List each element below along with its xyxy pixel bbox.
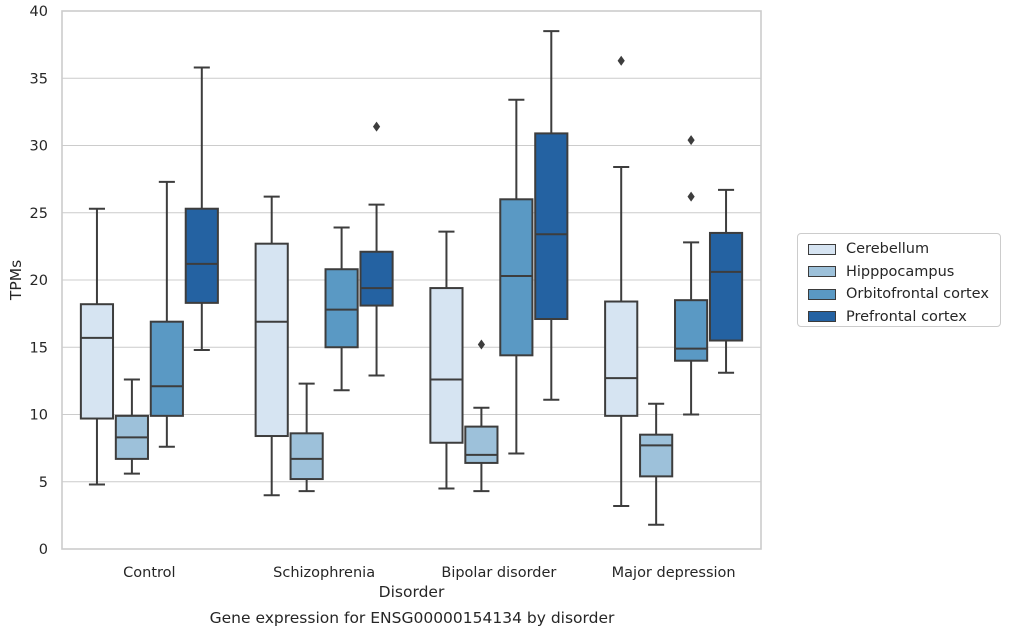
x-tick-label-control: Control — [123, 565, 175, 581]
legend-swatch-orbitofrontal-cortex — [808, 288, 836, 300]
y-tick-label-0: 0 — [39, 542, 48, 558]
legend-label-orbitofrontal-cortex: Orbitofrontal cortex — [846, 286, 989, 303]
box-cerebellum-major-depression-outlier-0 — [617, 55, 625, 66]
box-orbitofrontal-cortex-major-depression-outlier-0 — [687, 191, 695, 202]
box-prefrontal-cortex-schizophrenia-iqr-box — [359, 250, 394, 307]
y-tick-label-40: 40 — [30, 4, 48, 20]
box-hipppocampus-schizophrenia-iqr-box — [289, 432, 324, 481]
y-tick-label-20: 20 — [30, 273, 48, 289]
box-hipppocampus-bipolar-disorder-iqr-box — [464, 425, 499, 464]
legend-swatch-hippocampus — [808, 266, 836, 278]
box-orbitofrontal-cortex-bipolar-disorder-iqr-box — [499, 198, 534, 357]
box-cerebellum-major-depression-iqr-box — [604, 300, 639, 417]
y-tick-label-15: 15 — [30, 340, 48, 356]
box-orbitofrontal-cortex-schizophrenia-iqr-box — [324, 268, 359, 349]
y-tick-label-30: 30 — [30, 139, 48, 155]
series-prefrontal-cortex — [184, 30, 744, 401]
legend-swatch-cerebellum — [808, 243, 836, 255]
y-axis-label: TPMs — [7, 260, 25, 301]
box-prefrontal-cortex-schizophrenia-outlier-0 — [372, 121, 381, 132]
series-orbitofrontal-cortex — [149, 98, 709, 455]
x-axis-label: Disorder — [379, 583, 445, 601]
box-prefrontal-cortex-control-iqr-box — [184, 207, 219, 304]
legend-item-prefrontal-cortex: Prefrontal cortex — [808, 306, 1000, 329]
box-cerebellum-control-iqr-box — [79, 303, 115, 420]
box-prefrontal-cortex-bipolar-disorder-iqr-box — [534, 132, 569, 321]
x-tick-label-schizophrenia: Schizophrenia — [273, 565, 375, 581]
box-cerebellum-bipolar-disorder-iqr-box — [429, 287, 464, 444]
series-cerebellum — [79, 55, 639, 507]
box-orbitofrontal-cortex-control-iqr-box — [149, 320, 184, 417]
legend-swatch-prefrontal-cortex — [808, 311, 836, 323]
legend-item-hippocampus: Hipppocampus — [808, 261, 1000, 284]
box-prefrontal-cortex-major-depression-iqr-box — [708, 231, 744, 342]
box-cerebellum-schizophrenia-iqr-box — [254, 242, 289, 438]
box-hipppocampus-major-depression-iqr-box — [639, 433, 674, 478]
y-tick-label-10: 10 — [30, 408, 48, 424]
y-tick-label-35: 35 — [30, 71, 48, 87]
legend-item-cerebellum: Cerebellum — [808, 238, 1000, 261]
plot-frame — [61, 10, 762, 550]
series-hipppocampus — [114, 339, 674, 526]
chart-legend: Cerebellum Hipppocampus Orbitofrontal co… — [797, 233, 1001, 327]
chart-caption: Gene expression for ENSG00000154134 by d… — [209, 609, 615, 627]
y-tick-label-25: 25 — [30, 206, 48, 222]
legend-label-prefrontal-cortex: Prefrontal cortex — [846, 308, 967, 325]
legend-label-cerebellum: Cerebellum — [846, 241, 930, 258]
y-tick-label-5: 5 — [39, 475, 48, 491]
box-hipppocampus-bipolar-disorder-outlier-0 — [477, 339, 485, 350]
x-tick-label-bipolar-disorder: Bipolar disorder — [441, 565, 556, 581]
legend-label-hippocampus: Hipppocampus — [846, 263, 955, 280]
box-orbitofrontal-cortex-major-depression-outlier-1 — [687, 135, 695, 146]
box-orbitofrontal-cortex-major-depression-iqr-box — [674, 299, 709, 362]
legend-item-orbitofrontal-cortex: Orbitofrontal cortex — [808, 283, 1000, 306]
x-tick-label-major-depression: Major depression — [612, 565, 736, 581]
